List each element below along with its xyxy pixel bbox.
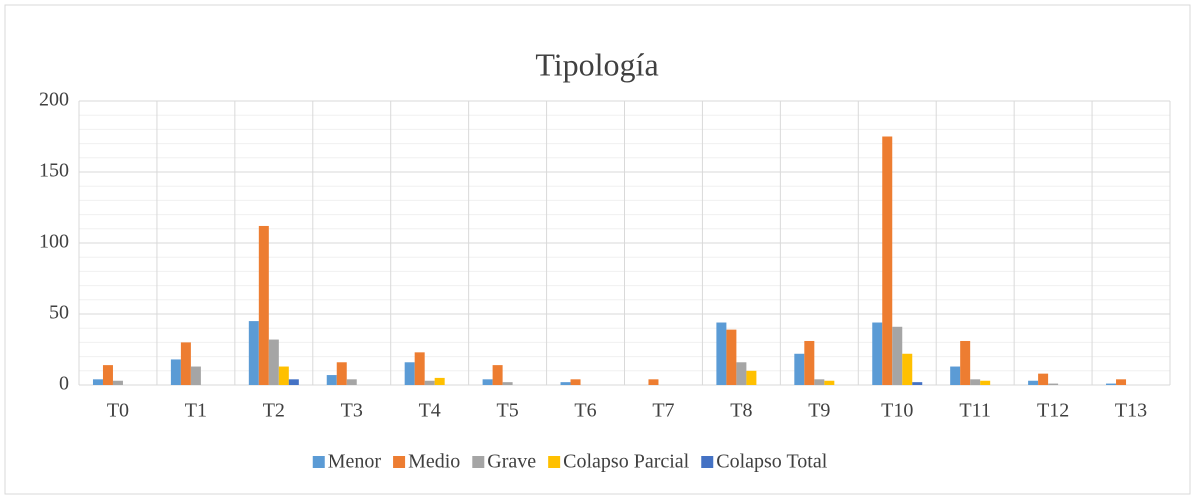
bar	[736, 362, 747, 385]
bar	[814, 379, 825, 385]
bar	[424, 380, 435, 385]
bar	[872, 322, 883, 385]
x-tick-label: T6	[574, 400, 596, 422]
chart-border	[4, 4, 1191, 495]
chart-title: Tipología	[535, 46, 658, 82]
bar	[882, 136, 893, 385]
x-tick-label: T12	[1037, 400, 1069, 422]
bar	[482, 379, 493, 385]
x-tick-label: T11	[959, 400, 990, 422]
bar	[1106, 383, 1117, 385]
legend-label: Medio	[408, 451, 460, 473]
bar	[434, 377, 445, 385]
bar	[92, 379, 103, 385]
bar	[1048, 383, 1059, 385]
legend-label: Colapso Parcial	[563, 451, 690, 473]
bar	[268, 339, 279, 385]
y-tick-label: 200	[39, 89, 69, 111]
legend-swatch	[472, 456, 485, 468]
bar	[892, 326, 903, 385]
legend-swatch	[701, 456, 714, 468]
bar	[258, 225, 269, 385]
bar	[102, 365, 113, 385]
bar	[912, 382, 923, 385]
bar	[970, 379, 981, 385]
bar	[794, 353, 805, 385]
bar	[492, 365, 503, 385]
y-tick-label: 0	[59, 373, 69, 395]
legend-label: Grave	[487, 451, 536, 473]
bar	[278, 366, 289, 385]
bar	[1028, 380, 1039, 385]
bar	[716, 322, 727, 385]
bar	[726, 329, 737, 385]
legend-swatch	[312, 456, 325, 468]
bar	[326, 375, 337, 385]
bar	[190, 366, 201, 385]
x-tick-label: T2	[263, 400, 285, 422]
bar	[570, 379, 581, 385]
bar	[950, 366, 961, 385]
legend-label: Menor	[328, 451, 382, 473]
bar	[170, 359, 181, 385]
legend-swatch	[548, 456, 561, 468]
bar	[112, 380, 123, 385]
legend-swatch	[393, 456, 406, 468]
bar	[288, 379, 299, 385]
bar	[248, 321, 259, 385]
bar	[980, 380, 991, 385]
x-tick-label: T7	[652, 400, 674, 422]
x-tick-label: T1	[185, 400, 207, 422]
bar	[180, 342, 191, 385]
x-tick-label: T5	[496, 400, 518, 422]
x-tick-label: T13	[1115, 400, 1147, 422]
bar	[804, 340, 815, 385]
x-tick-label: T8	[730, 400, 752, 422]
bar	[336, 362, 347, 385]
bar	[560, 382, 571, 385]
bar	[1116, 379, 1127, 385]
x-tick-label: T4	[419, 400, 441, 422]
x-tick-label: T9	[808, 400, 830, 422]
x-tick-label: T0	[107, 400, 129, 422]
y-tick-label: 100	[39, 231, 69, 253]
x-tick-label: T10	[881, 400, 913, 422]
legend-label: Colapso Total	[716, 451, 827, 473]
bar	[404, 362, 415, 385]
bar	[824, 380, 835, 385]
bar	[1038, 373, 1049, 385]
y-tick-label: 150	[39, 160, 69, 182]
bar	[346, 379, 357, 385]
bar	[648, 379, 659, 385]
bar	[502, 382, 513, 385]
y-tick-label: 50	[49, 302, 69, 324]
bar	[902, 353, 913, 385]
bar	[960, 340, 971, 385]
bar	[746, 370, 757, 385]
x-tick-label: T3	[341, 400, 363, 422]
bar	[414, 352, 425, 385]
